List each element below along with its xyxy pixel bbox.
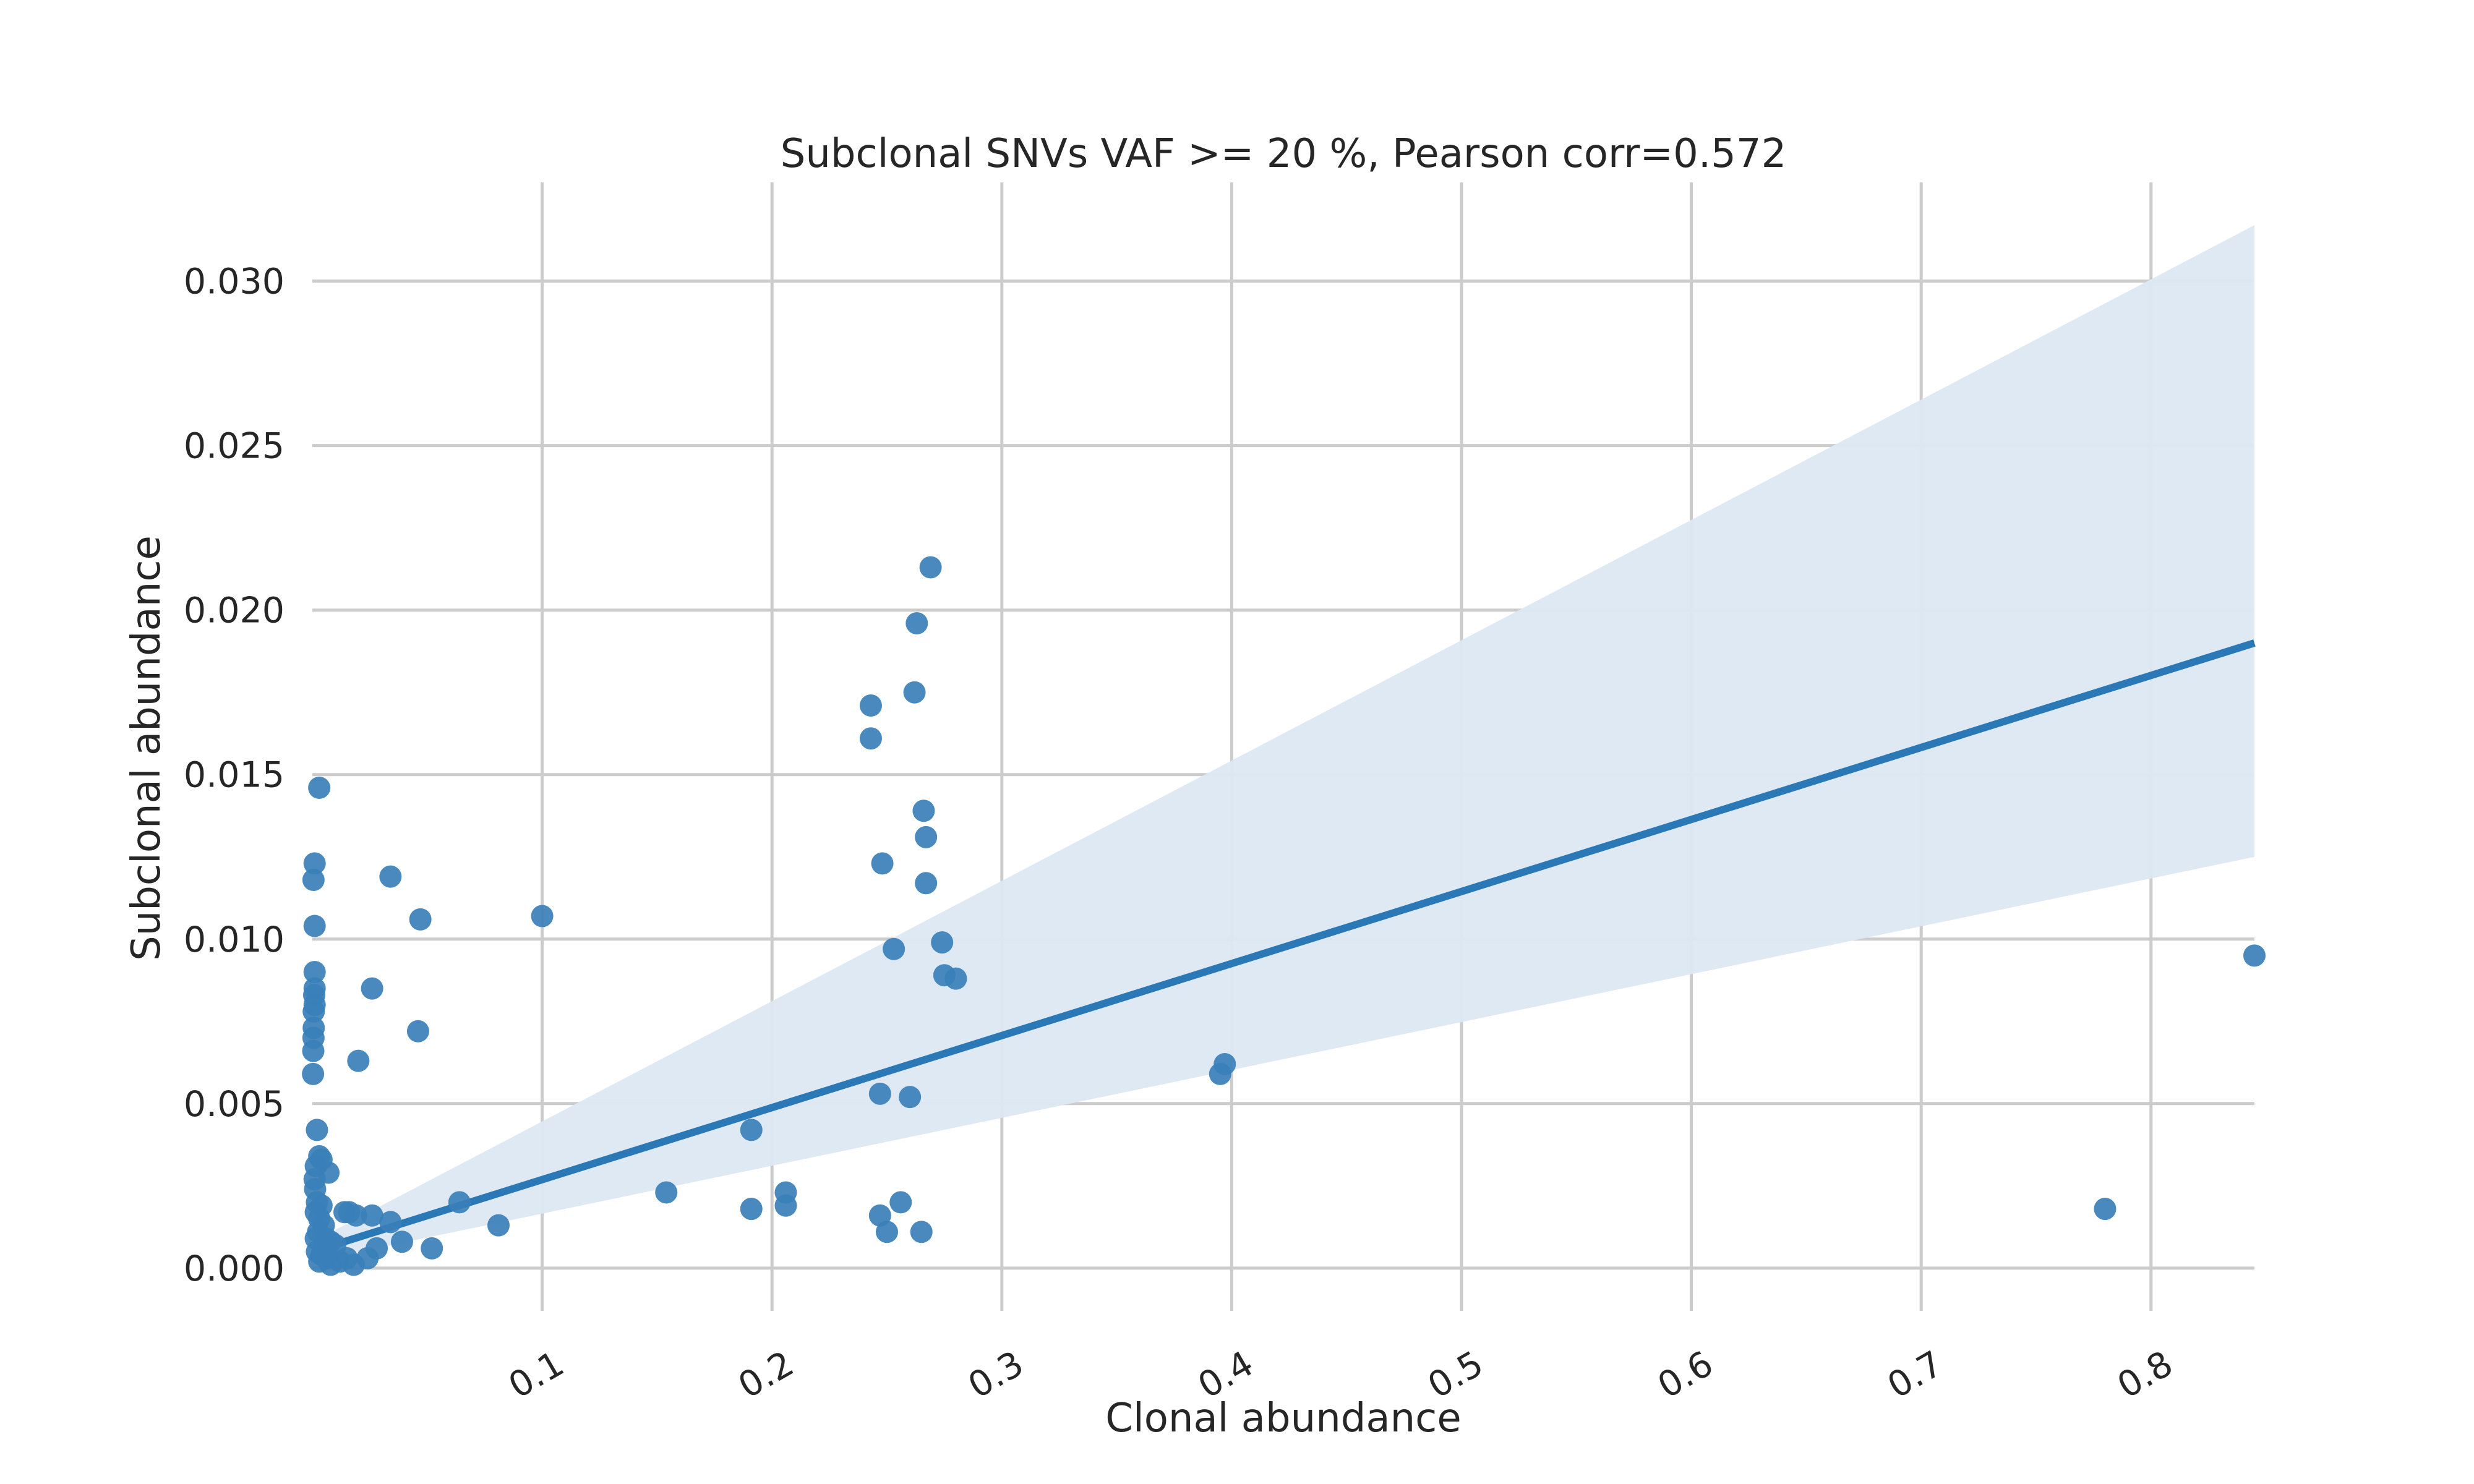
- data-point: [361, 1204, 383, 1227]
- x-tick-label: 0.2: [732, 1343, 801, 1406]
- data-point: [2243, 944, 2266, 967]
- x-tick-label: 0.7: [1881, 1343, 1950, 1406]
- y-tick-label: 0.005: [184, 1084, 285, 1125]
- data-point: [421, 1237, 443, 1260]
- data-point: [312, 1237, 335, 1260]
- chart-title: Subclonal SNVs VAF >= 20 %, Pearson corr…: [781, 131, 1787, 177]
- regression-line: [311, 639, 2256, 1255]
- data-point: [1213, 1052, 1236, 1075]
- data-point: [347, 1049, 370, 1072]
- x-tick-label: 0.1: [502, 1343, 571, 1406]
- data-point: [308, 777, 331, 800]
- data-point: [342, 1253, 365, 1276]
- data-point: [409, 908, 432, 931]
- data-point: [903, 681, 926, 704]
- data-point: [875, 1221, 898, 1243]
- data-points: [302, 556, 2266, 1276]
- regression-line-layer: [311, 639, 2256, 1255]
- y-tick-label: 0.020: [184, 591, 285, 631]
- data-point: [302, 1062, 325, 1085]
- data-point: [303, 915, 326, 937]
- data-point: [871, 852, 894, 875]
- y-axis-title: Subclonal abundance: [124, 535, 169, 961]
- y-tick-label: 0.030: [184, 262, 285, 302]
- data-point: [531, 905, 554, 927]
- data-point: [740, 1198, 763, 1221]
- data-point: [361, 977, 383, 1000]
- data-point: [944, 967, 967, 990]
- data-point: [379, 1211, 402, 1234]
- confidence-band: [312, 225, 2254, 1262]
- x-tick-label: 0.8: [2111, 1343, 2180, 1406]
- y-tick-label: 0.025: [184, 426, 285, 467]
- data-point: [899, 1086, 922, 1109]
- data-point: [774, 1194, 797, 1217]
- data-point: [910, 1221, 933, 1243]
- data-point: [303, 852, 326, 875]
- y-tick-label: 0.000: [184, 1248, 285, 1289]
- confidence-band-layer: [312, 225, 2254, 1262]
- data-point: [406, 1020, 429, 1043]
- data-point: [915, 825, 938, 848]
- x-tick-label: 0.6: [1651, 1343, 1720, 1406]
- data-point: [303, 960, 326, 983]
- data-point: [487, 1214, 510, 1237]
- data-point: [859, 727, 882, 750]
- data-point: [905, 612, 928, 634]
- data-point: [931, 931, 954, 954]
- data-point: [915, 872, 938, 895]
- data-point: [302, 1000, 325, 1023]
- y-tick-label: 0.015: [184, 755, 285, 796]
- data-point: [390, 1230, 413, 1253]
- data-point: [379, 865, 402, 888]
- data-point: [302, 868, 325, 891]
- y-tick-label: 0.010: [184, 919, 285, 960]
- data-point: [859, 694, 882, 717]
- data-point: [655, 1181, 678, 1204]
- data-point: [868, 1082, 891, 1105]
- data-point: [448, 1191, 471, 1214]
- data-point: [2094, 1198, 2117, 1221]
- data-point: [912, 800, 935, 822]
- data-point: [883, 937, 905, 960]
- x-axis-title: Clonal abundance: [1105, 1396, 1461, 1441]
- data-point: [306, 1119, 328, 1141]
- data-point: [889, 1191, 912, 1214]
- x-tick-label: 0.3: [962, 1343, 1031, 1406]
- data-point: [302, 1039, 325, 1062]
- data-point: [345, 1204, 367, 1227]
- data-point: [919, 556, 942, 579]
- data-point: [740, 1119, 763, 1141]
